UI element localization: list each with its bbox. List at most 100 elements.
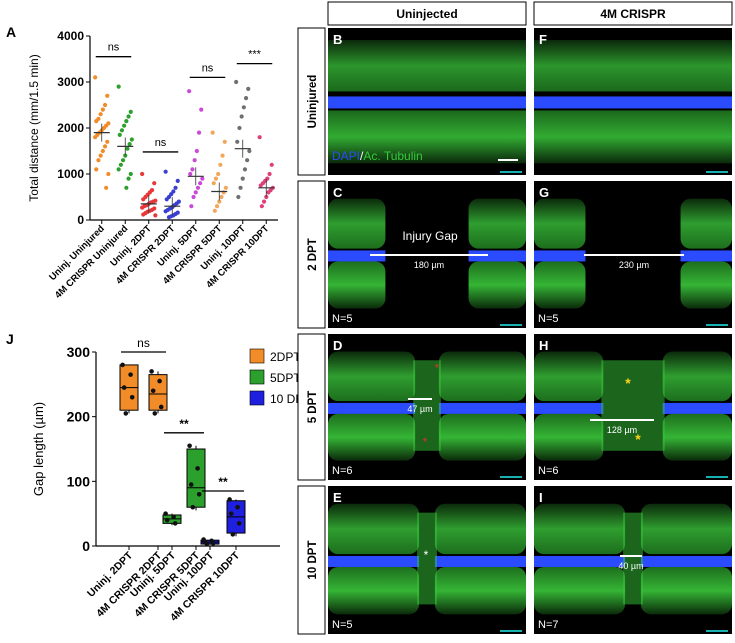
tissue-top [438,351,526,402]
column-header: Uninjected [396,7,457,21]
data-point [163,511,168,516]
data-point [230,532,236,537]
data-point [116,84,121,89]
yellow-asterisk: * [635,431,641,447]
legend-swatch [249,390,265,406]
dapi-band [680,250,732,262]
bridging-tissue [601,360,665,451]
data-point [100,148,105,154]
data-point [204,541,210,547]
bridging-tissue [413,360,441,451]
dapi-band [534,555,626,567]
tissue-top [434,503,526,555]
chart-a: 0 1000 2000 3000 4000 Total distance (mm/1.5 … [27,29,278,301]
legend-label: 2DPT [270,350,301,364]
data-point [234,79,239,85]
data-point [126,176,131,181]
y-tick-label: 200 [67,409,91,425]
data-point [157,378,162,384]
row-header-box [297,485,326,635]
data-point [173,185,178,190]
data-point [164,197,169,202]
data-point [127,142,132,147]
data-point [141,197,146,202]
data-point [118,162,123,167]
dapi-band [662,402,732,414]
data-point [120,362,125,368]
significance-label: ns [155,137,167,149]
data-point [124,119,129,124]
data-point [166,215,172,220]
tile-letter: I [539,490,543,505]
micrograph-tile: G N=5 230 µm [534,181,732,328]
tissue-top [328,40,526,92]
data-point [219,194,224,200]
data-point [246,86,251,91]
tissue-top [328,503,420,555]
data-point [121,385,127,390]
significance-label: ** [179,417,189,431]
data-point [125,146,130,151]
data-point [195,185,201,190]
panel-a-letter: A [6,24,16,40]
significance-label: ns [202,62,214,74]
tissue-bottom [438,413,526,461]
tissue-top [534,503,626,555]
data-point [153,213,158,218]
dapi-band [468,250,526,262]
micrograph-tile: B [328,28,526,175]
dapi-band [438,402,526,414]
data-point [218,162,223,167]
data-point [247,148,252,154]
data-point [128,372,133,377]
data-point [117,132,122,137]
data-point [266,190,271,195]
tissue-top [328,198,386,249]
tissue-bottom [680,261,732,309]
data-point [129,394,135,400]
data-point [213,176,219,181]
data-point [152,181,157,186]
significance-label: *** [248,49,262,61]
data-point [238,185,243,190]
data-point [150,388,156,394]
data-point [100,107,105,112]
white-asterisk: * [424,548,429,562]
data-point [240,176,245,181]
data-point [122,123,127,128]
data-point [235,139,240,144]
tissue-bottom [468,261,526,309]
data-point [237,125,242,131]
tile-letter: H [539,338,548,353]
gap-measure-label: 230 µm [619,260,649,270]
dapi-band [640,555,732,567]
data-point [259,204,264,209]
bridging-tissue [417,512,437,605]
tile-letter: C [333,185,343,200]
bridging-tissue [623,512,643,605]
data-point [94,119,99,124]
injury-gap-label: Injury Gap [402,229,458,243]
data-point [140,205,145,210]
data-point [140,171,145,177]
data-point [196,130,202,135]
data-point [192,158,197,163]
y-axis-label: Gap length (µm) [31,402,46,496]
data-point [220,153,225,158]
box-body [148,374,168,411]
tile-letter: F [539,32,547,47]
data-point [188,171,193,177]
tissue-bottom [662,413,732,461]
row-header: 2 DPT [307,238,319,271]
dapi-band [328,96,526,109]
row-header-box [297,27,326,176]
data-point [171,514,176,520]
dapi-band [328,402,416,414]
dapi-band [328,555,420,567]
sample-count: N=6 [538,465,559,477]
data-point [98,153,103,158]
data-point [195,466,200,471]
column-header-box [533,1,733,26]
tissue-bottom [534,110,732,164]
gap-measure-label: 40 µm [618,561,643,571]
